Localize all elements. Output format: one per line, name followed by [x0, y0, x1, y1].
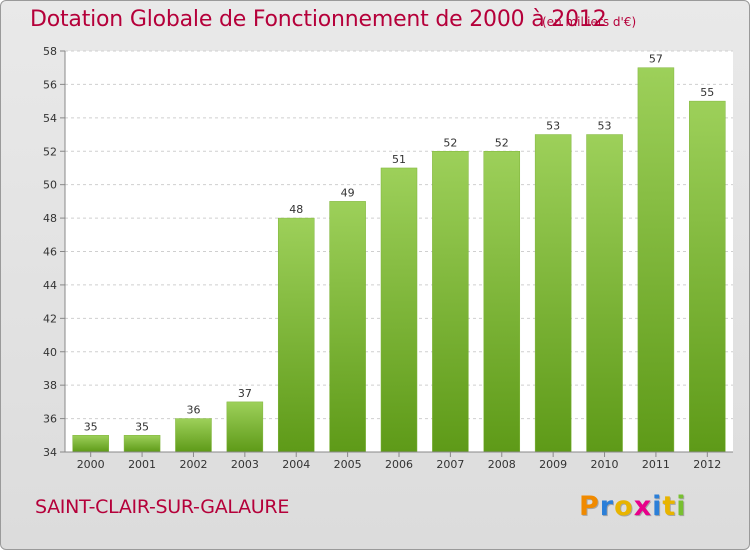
bar-2000 [72, 435, 109, 453]
x-tick-label: 2005 [334, 458, 362, 471]
proxiti-logo: Proxiti [579, 491, 687, 522]
x-tick-label: 2012 [693, 458, 721, 471]
bar-2004 [277, 217, 315, 453]
data-label: 35 [84, 420, 98, 433]
data-label: 51 [392, 153, 406, 166]
logo-letter: P [579, 491, 600, 522]
x-axis: 2000 2001 2002 2003 2004 2005 2006 2007 2008 2009… [65, 451, 733, 471]
logo-letter: r [599, 491, 615, 522]
x-tick-label: 2008 [488, 458, 516, 471]
x-tick-label: 2010 [591, 458, 619, 471]
x-tick-label: 2004 [282, 458, 310, 471]
commune-name: SAINT-CLAIR-SUR-GALAURE [35, 496, 290, 518]
data-label: 52 [443, 136, 457, 149]
y-tick-label: 34 [43, 446, 57, 459]
bar-2007 [432, 151, 469, 453]
logo-letter: x [633, 491, 653, 522]
bar-2009 [534, 134, 572, 453]
y-tick-label: 44 [43, 279, 57, 292]
y-tick-label: 46 [43, 246, 57, 259]
x-tick-label: 2000 [77, 458, 105, 471]
data-label: 48 [289, 203, 303, 216]
bar-2011 [637, 67, 675, 453]
x-tick-label: 2006 [385, 458, 413, 471]
x-tick-label: 2007 [436, 458, 464, 471]
bar-2012 [689, 100, 726, 453]
bar-2010 [586, 134, 623, 453]
data-label: 36 [186, 404, 200, 417]
data-label: 49 [341, 186, 355, 199]
y-tick-label: 38 [43, 379, 57, 392]
data-label: 52 [495, 136, 509, 149]
y-tick-label: 48 [43, 212, 57, 225]
bar-2001 [123, 435, 161, 453]
data-label: 35 [135, 420, 149, 433]
logo-letter: t [662, 491, 677, 522]
bar-2005 [329, 201, 366, 453]
bar-2008 [483, 151, 521, 453]
data-label: 53 [598, 120, 612, 133]
x-tick-label: 2009 [539, 458, 567, 471]
y-tick-label: 52 [43, 145, 57, 158]
y-axis: 34 36 38 40 42 44 46 48 50 52 54 56 58 [43, 45, 66, 459]
y-tick-label: 36 [43, 413, 57, 426]
bar-2006 [380, 167, 418, 453]
bar-2003 [226, 401, 264, 453]
x-tick-label: 2003 [231, 458, 259, 471]
y-tick-label: 40 [43, 346, 57, 359]
bars: 35 35 36 37 48 49 51 52 52 53 53 57 55 [72, 53, 726, 453]
bar-2002 [175, 418, 212, 453]
data-label: 57 [649, 53, 663, 66]
y-tick-label: 50 [43, 179, 57, 192]
chart-unit-label: (en milliers d'€) [542, 15, 637, 29]
y-tick-label: 58 [43, 45, 57, 58]
x-tick-label: 2001 [128, 458, 156, 471]
data-label: 53 [546, 120, 560, 133]
x-tick-label: 2011 [642, 458, 670, 471]
y-tick-label: 56 [43, 78, 57, 91]
chart-title: Dotation Globale de Fonctionnement de 20… [30, 7, 607, 32]
logo-letter: i [676, 491, 687, 522]
y-tick-label: 42 [43, 312, 57, 325]
data-label: 37 [238, 387, 252, 400]
data-label: 55 [700, 86, 714, 99]
logo-letter: i [652, 491, 663, 522]
x-tick-label: 2002 [179, 458, 207, 471]
y-tick-label: 54 [43, 112, 57, 125]
logo-letter: o [614, 491, 634, 522]
